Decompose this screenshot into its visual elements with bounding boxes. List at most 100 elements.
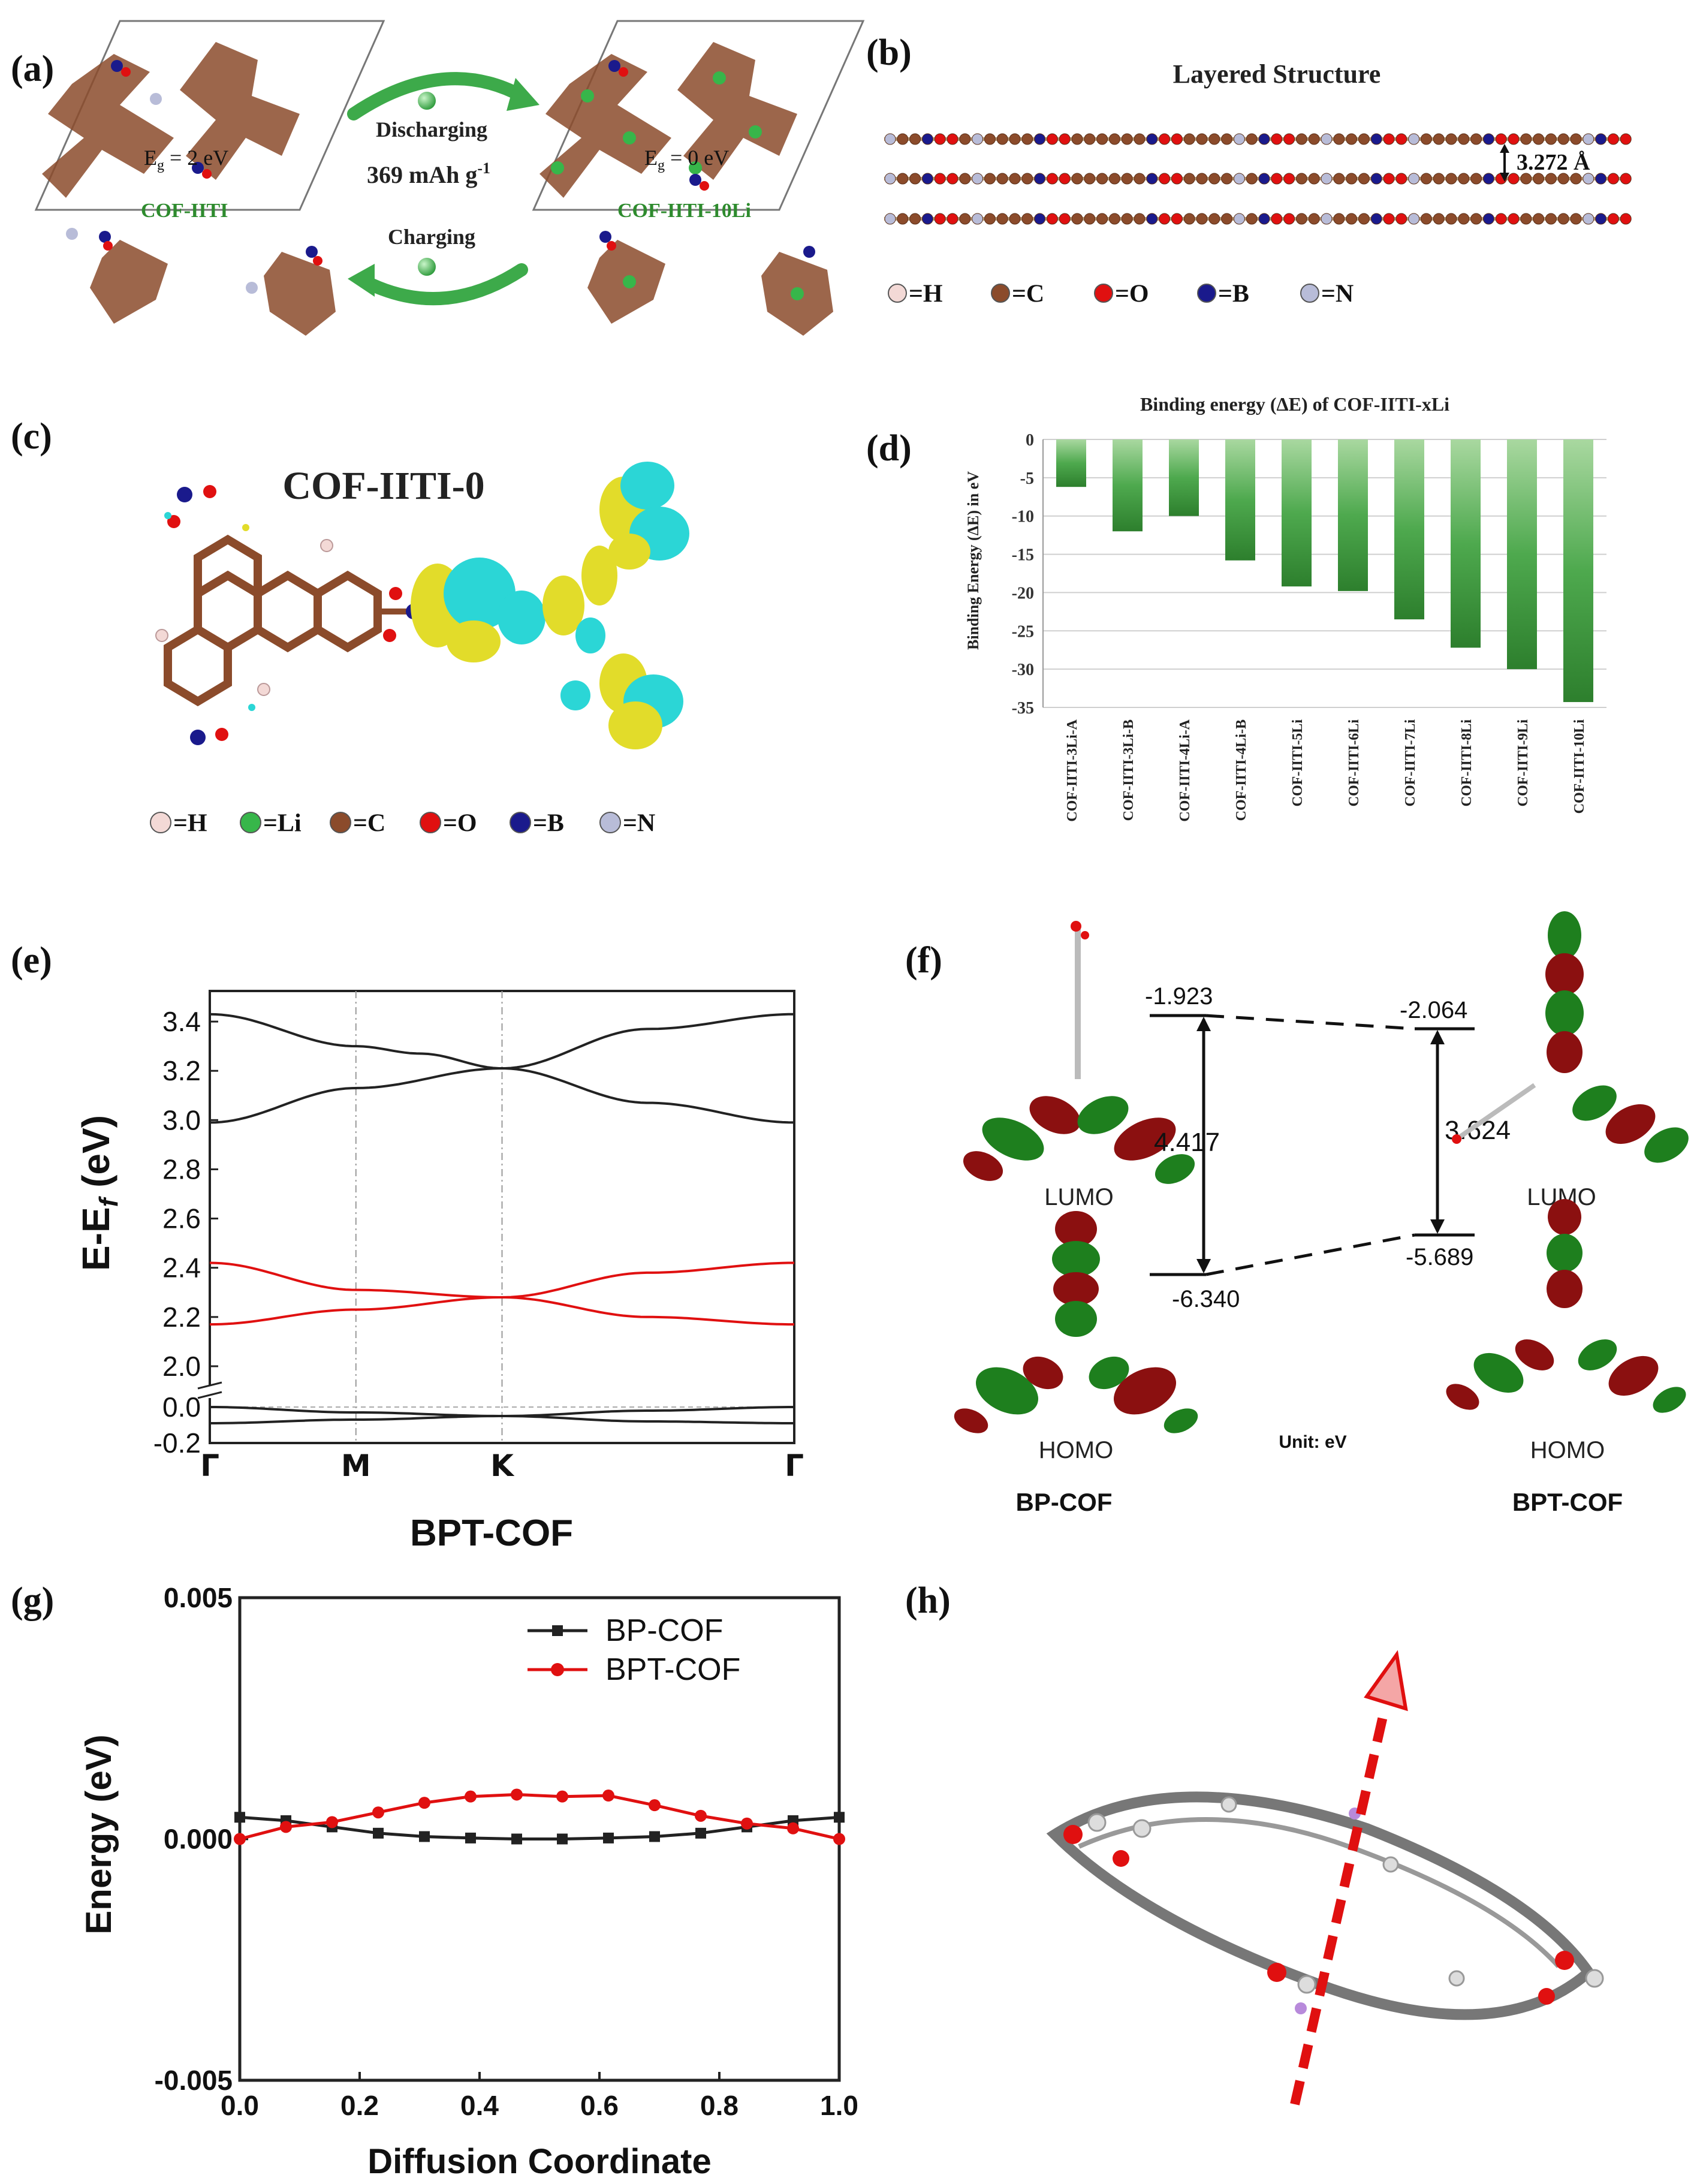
homo-dashed-link: [1205, 1233, 1415, 1276]
point-BPT-COF: [234, 1833, 246, 1845]
layer-atom: [1346, 213, 1358, 225]
layer-atom: [1458, 173, 1470, 185]
y-tick-label: 0.000: [164, 1824, 233, 1855]
layer-atom: [1121, 173, 1133, 185]
unit-label: Unit: eV: [1279, 1432, 1346, 1452]
molecule-c: [155, 485, 421, 745]
y-tick-label: -15: [1012, 546, 1034, 565]
legend-swatch-nitrogen: [599, 812, 621, 833]
layer-atom: [1408, 173, 1420, 185]
layer-atom: [1408, 213, 1420, 225]
y-tick-label: -5: [1020, 469, 1034, 488]
point-BP-COF: [603, 1832, 614, 1843]
layer-atom: [1321, 173, 1333, 185]
legend-swatch-nitrogen: [1300, 284, 1319, 303]
atom-layers: [884, 133, 1632, 225]
x-tick-label: COF-IITI-5Li: [1290, 719, 1306, 807]
layer-atom: [1358, 213, 1370, 225]
layer-atom: [1346, 173, 1358, 185]
axis-break: [198, 1386, 222, 1398]
layer-atom: [1034, 173, 1046, 185]
layer-atom: [1221, 213, 1233, 225]
y-tick-label: -0.2: [153, 1427, 201, 1459]
layer-atom: [1146, 213, 1158, 225]
y-tick-label: -10: [1012, 508, 1034, 526]
layer-atom: [1445, 213, 1457, 225]
layer-atom: [1134, 133, 1146, 145]
layer-atom: [1433, 133, 1445, 145]
bar-COF-IITI-3Li-B: [1113, 439, 1143, 532]
layer-atom: [1333, 133, 1345, 145]
layer-atom: [884, 173, 896, 185]
layer-atom: [1545, 213, 1557, 225]
bpt-homo-value: -5.689: [1406, 1244, 1473, 1270]
layer-atom: [1408, 133, 1420, 145]
y-tick-label: -20: [1012, 584, 1034, 603]
x-tick-label: Γ: [200, 1448, 219, 1483]
layer-atom: [996, 173, 1008, 185]
y-tick-label: 2.8: [162, 1153, 201, 1185]
legend-label-BPT-COF: BPT-COF: [605, 1652, 740, 1687]
bpt-homo-label: HOMO: [1530, 1437, 1605, 1463]
x-tick-label: Γ: [785, 1448, 804, 1483]
chart-e-ylabel: E-Ef (eV): [74, 1115, 123, 1271]
layer-atom: [996, 213, 1008, 225]
layer-atom: [921, 213, 933, 225]
layer-atom: [1470, 133, 1482, 145]
layer-atom: [1196, 133, 1208, 145]
layer-atom: [1595, 213, 1607, 225]
point-BPT-COF: [280, 1821, 292, 1833]
bp-homo-value: -6.340: [1172, 1286, 1240, 1312]
y-tick-label: 2.2: [162, 1302, 201, 1333]
layer-atom: [1021, 133, 1033, 145]
point-BPT-COF: [511, 1788, 523, 1801]
layer-atom: [1295, 173, 1307, 185]
legend-marker-BP-COF: [552, 1625, 563, 1636]
y-tick-label: -30: [1012, 661, 1034, 679]
x-tick-label: K: [490, 1448, 515, 1483]
bar-COF-IITI-8Li: [1451, 439, 1481, 648]
layer-atom: [1520, 133, 1532, 145]
point-BP-COF: [695, 1827, 706, 1839]
eg-right: Eg = 0 eV: [644, 146, 729, 173]
layer-atom: [1458, 213, 1470, 225]
y-tick-label: 3.2: [162, 1055, 201, 1086]
layer-atom: [1059, 173, 1071, 185]
panel-h-label: (h): [905, 1580, 951, 1621]
diffusion-path-arrow: [1290, 1707, 1389, 2105]
layer-atom: [1595, 173, 1607, 185]
layer-atom: [1557, 173, 1569, 185]
spacing-value: 3.272 Å: [1517, 150, 1590, 175]
layer-atom: [959, 133, 971, 145]
point-BPT-COF: [695, 1809, 707, 1822]
li-ion-bottom: [418, 258, 436, 276]
y-tick-label: 2.0: [162, 1351, 201, 1382]
layer-atom: [1420, 133, 1432, 145]
layer-atom: [1084, 133, 1096, 145]
point-BPT-COF: [372, 1806, 384, 1819]
layer-atom: [1308, 213, 1320, 225]
x-tick-label: COF-IITI-4Li-B: [1234, 719, 1249, 821]
layer-atom: [1096, 133, 1108, 145]
panel-a-label: (a): [11, 49, 54, 89]
chart-g-ylabel: Energy (eV): [79, 1734, 119, 1934]
layer-atom: [1445, 173, 1457, 185]
layer-atom: [1358, 133, 1370, 145]
y-tick-label: 2.6: [162, 1203, 201, 1234]
layer-atom: [1034, 133, 1046, 145]
layer-atom: [1146, 173, 1158, 185]
legend-label-oxygen: =O: [1115, 281, 1149, 308]
y-tick-label: -25: [1012, 622, 1034, 641]
layer-atom: [972, 173, 984, 185]
layer-atom: [909, 173, 921, 185]
legend-label-carbon: =C: [1012, 281, 1044, 308]
point-BP-COF: [419, 1831, 430, 1842]
legend-label-boron: =B: [1218, 281, 1249, 308]
layer-atom: [1557, 133, 1569, 145]
bp-cof-lumo-orbital: [963, 921, 1195, 1184]
legend-label-BP-COF: BP-COF: [605, 1613, 723, 1648]
panel-f-label: (f): [905, 940, 942, 981]
cof-iiti-10li-name: COF-IITI-10Li: [617, 200, 751, 222]
band-red-2: [209, 1296, 794, 1326]
